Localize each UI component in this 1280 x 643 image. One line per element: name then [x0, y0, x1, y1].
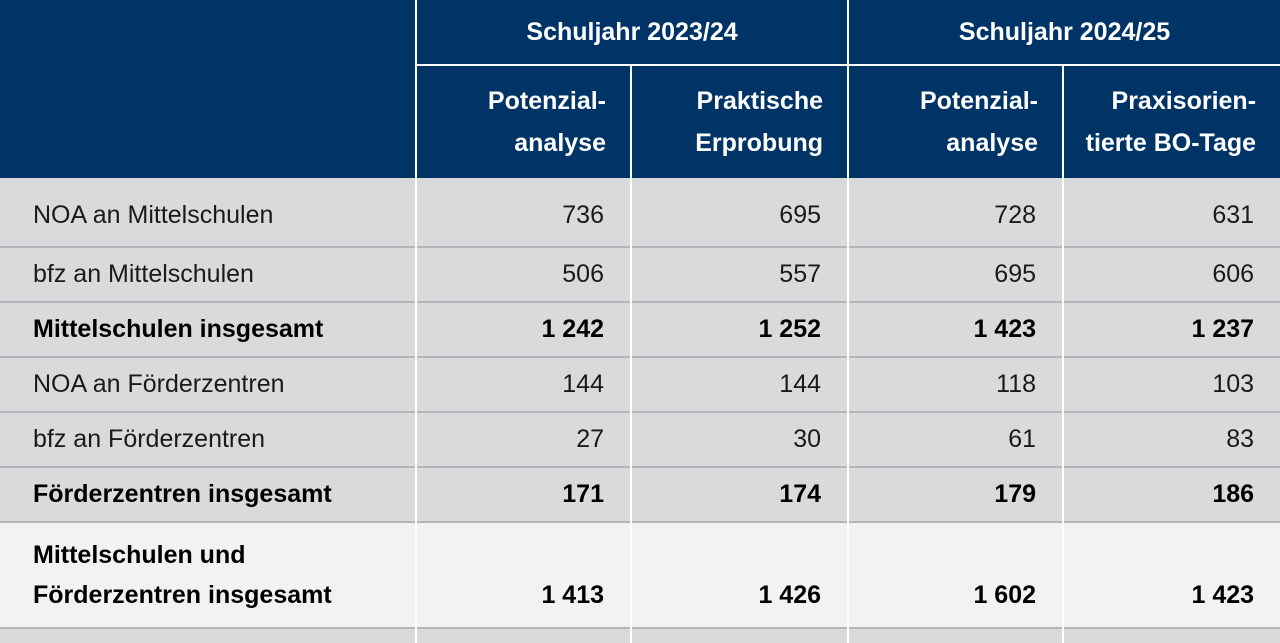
table-cell: 1 423	[1062, 521, 1280, 628]
table-cell: 103	[1062, 356, 1280, 412]
table-cell: 1 426	[629, 521, 849, 628]
table-cell	[415, 627, 631, 643]
row-label: Förderzentren insgesamt	[0, 466, 416, 522]
table-cell	[847, 627, 1064, 643]
table-row: NOA an Mittelschulen 736 695 728 631	[0, 178, 1280, 247]
table-cell	[0, 627, 416, 643]
table-cell	[1062, 627, 1280, 643]
table-row-subtotal: Mittelschulen insgesamt 1 242 1 252 1 42…	[0, 301, 1280, 357]
table-cell: 27	[415, 411, 631, 467]
table-cell: 1 423	[847, 301, 1064, 357]
header-row-years: Schuljahr 2023/24 Schuljahr 2024/25	[0, 0, 1280, 178]
table-row-subtotal: Förderzentren insgesamt 171 174 179 186	[0, 466, 1280, 522]
table-cell: 174	[629, 466, 849, 522]
table-cell: 179	[847, 466, 1064, 522]
table-cell: 606	[1062, 246, 1280, 302]
table-row: NOA an Förderzentren 144 144 118 103	[0, 356, 1280, 412]
row-label: Mittelschulen und Förderzentren insgesamt	[0, 521, 416, 628]
table-cell: 695	[847, 246, 1064, 302]
table-cell: 61	[847, 411, 1064, 467]
table-cell	[629, 627, 849, 643]
table-cell: 118	[847, 356, 1064, 412]
table-cell: 171	[415, 466, 631, 522]
table-cell: 1 237	[1062, 301, 1280, 357]
header-col-4: Praxisorien-tierte BO-Tage	[1062, 65, 1280, 178]
header-col-3: Potenzial-analyse	[847, 65, 1064, 178]
table-cell: 728	[847, 178, 1064, 247]
table-cell: 1 413	[415, 521, 631, 628]
table-cell: 506	[415, 246, 631, 302]
table-cell: 144	[629, 356, 849, 412]
row-label: NOA an Mittelschulen	[33, 200, 274, 229]
row-label: bfz an Mittelschulen	[0, 246, 416, 302]
row-label: bfz an Förderzentren	[0, 411, 416, 467]
table-cell: 736	[415, 178, 631, 247]
table-cell: 1 242	[415, 301, 631, 357]
table-footer-strip	[0, 627, 1280, 643]
header-row-columns: Potenzial-analyse Praktische Erprobung Po…	[0, 65, 1280, 178]
table-cell: 186	[1062, 466, 1280, 522]
table-row: bfz an Mittelschulen 506 557 695 606	[0, 246, 1280, 302]
header-year-2024: Schuljahr 2024/25	[847, 0, 1280, 66]
header-col-2: Praktische Erprobung	[629, 65, 849, 178]
table-cell: 83	[1062, 411, 1280, 467]
table-cell: 695	[629, 178, 849, 247]
row-label: Mittelschulen insgesamt	[0, 301, 416, 357]
table-cell: 144	[415, 356, 631, 412]
table-cell: 30	[629, 411, 849, 467]
row-label: NOA an Förderzentren	[0, 356, 416, 412]
table-row-total: Mittelschulen und Förderzentren insgesamt…	[0, 521, 1280, 628]
table-cell: 1 252	[629, 301, 849, 357]
header-year-2023: Schuljahr 2023/24	[414, 0, 849, 66]
table-cell: 1 602	[847, 521, 1064, 628]
table-cell: 631	[1062, 178, 1280, 247]
header-col-1: Potenzial-analyse	[415, 65, 631, 178]
header-corner	[0, 0, 416, 178]
table-row: bfz an Förderzentren 27 30 61 83	[0, 411, 1280, 467]
table-cell: 557	[629, 246, 849, 302]
